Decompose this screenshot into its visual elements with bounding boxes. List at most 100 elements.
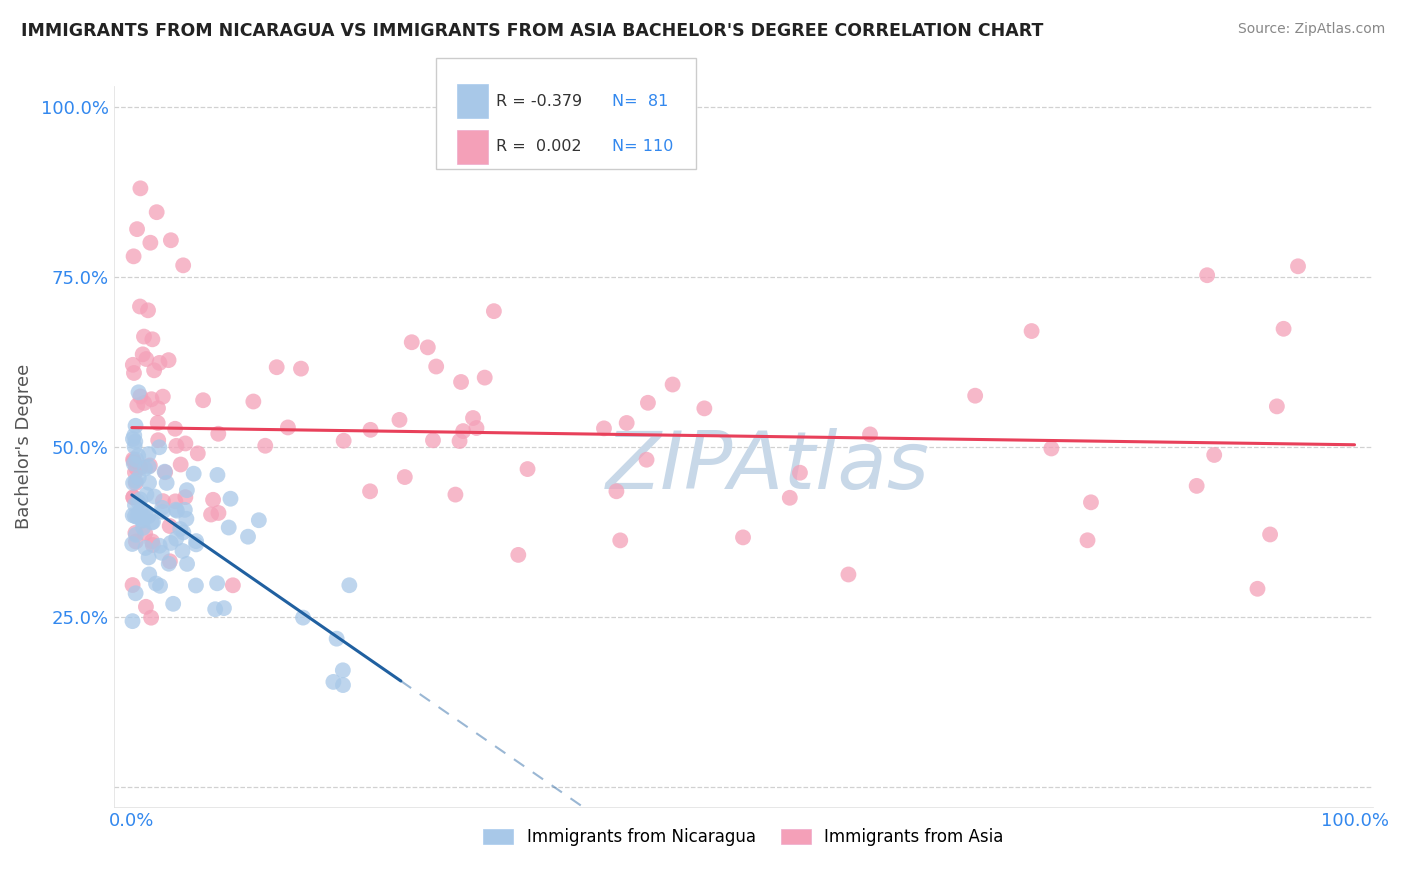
Point xyxy=(173,503,195,517)
Point xyxy=(121,537,143,551)
Point xyxy=(202,492,225,507)
Point xyxy=(124,418,146,433)
Point xyxy=(124,466,146,480)
Point xyxy=(516,462,538,476)
Point xyxy=(337,578,360,592)
Point xyxy=(129,181,152,195)
Point xyxy=(444,487,467,501)
Point xyxy=(266,360,288,375)
Y-axis label: Bachelor's Degree: Bachelor's Degree xyxy=(15,364,32,529)
Point xyxy=(131,512,153,526)
Point xyxy=(148,440,170,454)
Point xyxy=(207,467,229,482)
Point xyxy=(789,466,811,480)
Point xyxy=(593,421,616,435)
Point xyxy=(148,356,170,370)
Point xyxy=(150,546,173,560)
Point xyxy=(184,534,207,549)
Point xyxy=(121,358,143,372)
Point xyxy=(207,426,229,441)
Text: N= 110: N= 110 xyxy=(612,139,673,154)
Point xyxy=(166,504,188,518)
Point xyxy=(145,205,167,219)
Point xyxy=(693,401,716,416)
Point xyxy=(134,396,156,410)
Point xyxy=(159,554,181,568)
Point xyxy=(247,513,270,527)
Point xyxy=(162,597,184,611)
Point xyxy=(636,452,658,467)
Point xyxy=(204,602,226,616)
Point xyxy=(172,544,194,558)
Point xyxy=(128,507,150,521)
Text: R = -0.379: R = -0.379 xyxy=(496,94,582,109)
Point xyxy=(183,467,205,481)
Point xyxy=(138,475,160,490)
Point xyxy=(128,385,150,400)
Point xyxy=(156,475,179,490)
Point xyxy=(1246,582,1268,596)
Point xyxy=(150,500,173,515)
Point xyxy=(616,416,638,430)
Point xyxy=(143,490,166,504)
Point xyxy=(184,537,207,551)
Point xyxy=(148,433,170,447)
Point xyxy=(138,567,160,582)
Point xyxy=(219,491,242,506)
Point xyxy=(124,498,146,512)
Point xyxy=(136,303,159,318)
Point xyxy=(360,423,382,437)
Point xyxy=(1021,324,1043,338)
Point xyxy=(146,401,169,416)
Point xyxy=(127,449,149,463)
Text: IMMIGRANTS FROM NICARAGUA VS IMMIGRANTS FROM ASIA BACHELOR'S DEGREE CORRELATION : IMMIGRANTS FROM NICARAGUA VS IMMIGRANTS … xyxy=(21,22,1043,40)
Point xyxy=(242,394,264,409)
Point xyxy=(205,576,228,591)
Point xyxy=(122,491,145,505)
Text: N=  81: N= 81 xyxy=(612,94,668,109)
Point xyxy=(174,436,197,450)
Point xyxy=(184,578,207,592)
Point xyxy=(609,533,631,548)
Point xyxy=(176,557,198,571)
Point xyxy=(422,434,444,448)
Point xyxy=(122,432,145,446)
Point xyxy=(124,476,146,491)
Point xyxy=(122,490,145,504)
Point xyxy=(149,539,172,553)
Point xyxy=(122,454,145,468)
Point xyxy=(359,484,381,499)
Point xyxy=(122,428,145,442)
Point xyxy=(605,484,627,499)
Point xyxy=(121,508,143,523)
Point xyxy=(332,663,354,677)
Point xyxy=(482,304,505,318)
Point xyxy=(1272,322,1295,336)
Point xyxy=(450,375,472,389)
Point xyxy=(124,434,146,449)
Point xyxy=(1076,533,1098,548)
Point xyxy=(128,471,150,485)
Point xyxy=(134,510,156,524)
Point xyxy=(152,494,174,508)
Point xyxy=(125,460,148,475)
Point xyxy=(129,503,152,517)
Point xyxy=(157,353,180,368)
Point xyxy=(322,674,344,689)
Legend: Immigrants from Nicaragua, Immigrants from Asia: Immigrants from Nicaragua, Immigrants fr… xyxy=(477,822,1010,853)
Point xyxy=(965,389,987,403)
Point xyxy=(121,578,143,592)
Point xyxy=(143,363,166,377)
Point xyxy=(136,509,159,524)
Point xyxy=(1258,527,1281,541)
Point xyxy=(122,452,145,467)
Point xyxy=(461,411,484,425)
Point xyxy=(165,439,187,453)
Point xyxy=(637,396,659,410)
Point xyxy=(138,447,160,461)
Point xyxy=(141,332,163,346)
Point xyxy=(125,452,148,467)
Text: ZIPAtlas: ZIPAtlas xyxy=(606,428,929,506)
Point xyxy=(508,548,530,562)
Point xyxy=(401,335,423,350)
